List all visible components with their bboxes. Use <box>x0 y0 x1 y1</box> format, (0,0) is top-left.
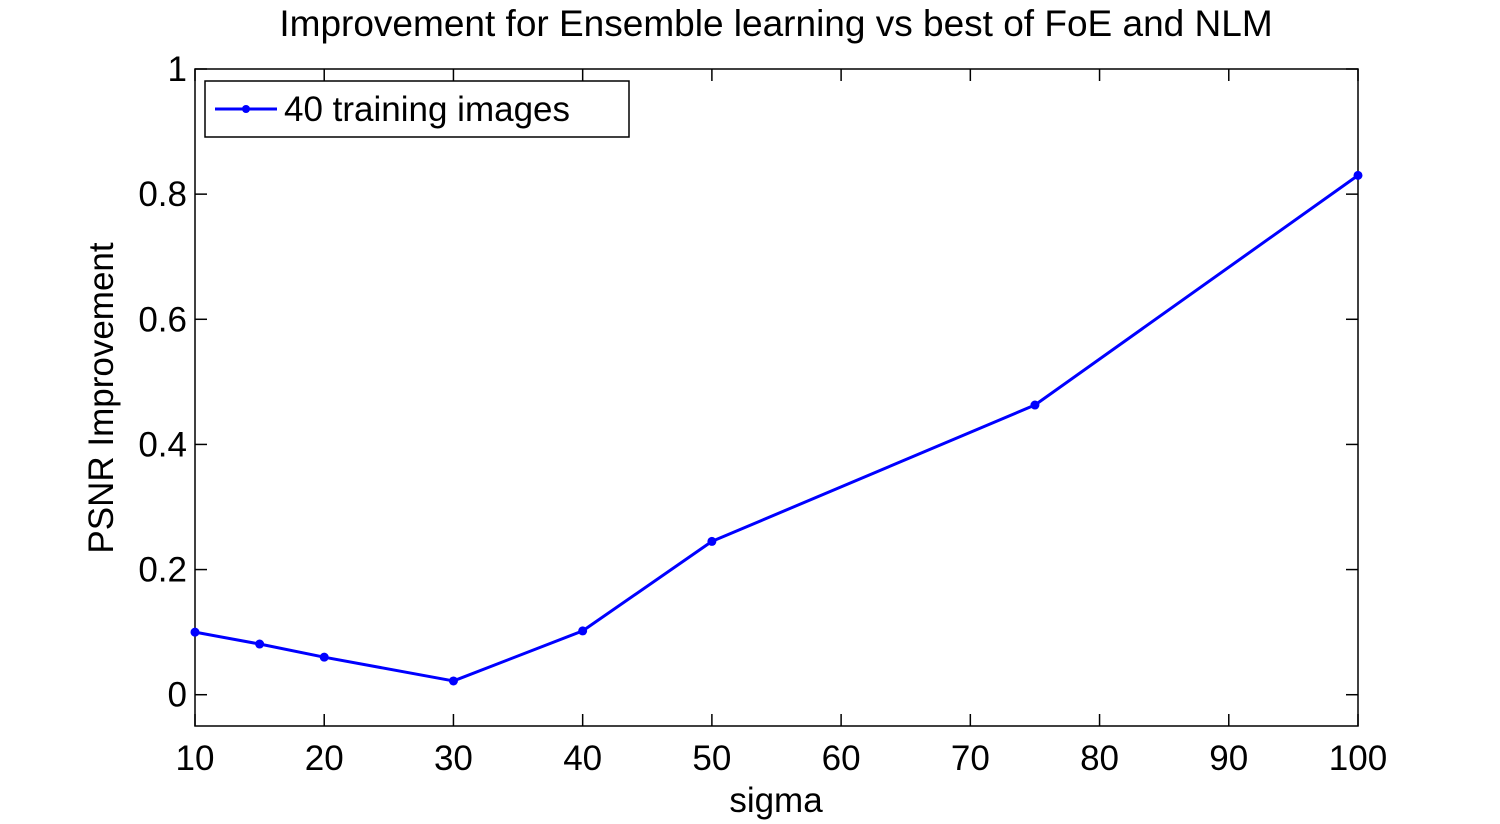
data-point <box>448 676 458 686</box>
x-tick-label: 70 <box>951 739 990 778</box>
y-tick-label: 0.2 <box>138 551 187 590</box>
x-tick-label: 20 <box>305 739 344 778</box>
plot-area <box>194 68 1359 727</box>
y-tick-label: 0.8 <box>138 175 187 214</box>
x-tick-label: 100 <box>1329 739 1387 778</box>
data-point <box>1030 400 1040 410</box>
data-point <box>1353 170 1363 180</box>
x-axis: 10 20 30 40 50 60 70 80 90 100 <box>176 69 1387 778</box>
x-axis-label: sigma <box>729 781 823 820</box>
legend: 40 training images <box>204 80 630 138</box>
data-point <box>578 626 588 636</box>
y-tick-label: 0 <box>168 676 187 715</box>
x-tick-label: 50 <box>692 739 731 778</box>
x-tick-label: 80 <box>1080 739 1119 778</box>
data-point <box>255 639 265 649</box>
y-tick-label: 1 <box>168 50 187 89</box>
x-tick-label: 30 <box>434 739 473 778</box>
data-point <box>319 652 329 662</box>
series-layer <box>190 170 1363 686</box>
legend-marker <box>242 105 250 113</box>
y-axis: 0 0.2 0.4 0.6 0.8 1 <box>138 50 1358 715</box>
y-tick-label: 0.4 <box>138 425 187 464</box>
data-point <box>190 627 200 637</box>
x-tick-label: 90 <box>1209 739 1248 778</box>
data-point <box>707 536 717 546</box>
y-tick-label: 0.6 <box>138 300 187 339</box>
x-tick-label: 10 <box>176 739 215 778</box>
x-tick-label: 40 <box>563 739 602 778</box>
y-axis-label: PSNR Improvement <box>82 242 121 553</box>
legend-label: 40 training images <box>284 90 570 129</box>
x-tick-label: 60 <box>822 739 861 778</box>
chart-title: Improvement for Ensemble learning vs bes… <box>279 3 1272 44</box>
series-line-0 <box>194 174 1359 683</box>
